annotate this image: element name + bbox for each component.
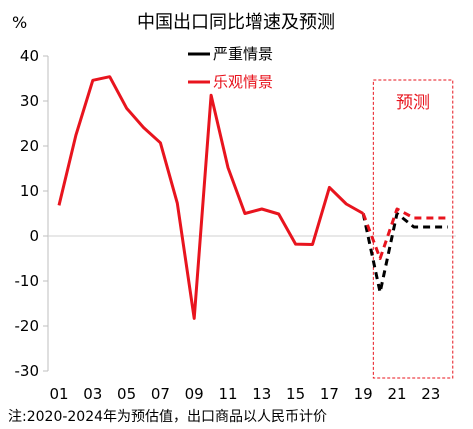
forecast-region: 预测 xyxy=(372,79,454,379)
y-tick-label: -30 xyxy=(15,362,40,380)
forecast-label: 预测 xyxy=(396,93,430,113)
y-tick-label: -10 xyxy=(15,272,40,290)
y-tick-label: 30 xyxy=(20,92,39,110)
legend-label: 严重情景 xyxy=(213,45,273,63)
x-tick-label: 05 xyxy=(117,385,136,403)
x-tick-label: 19 xyxy=(354,385,373,403)
x-tick-label: 01 xyxy=(49,385,68,403)
legend-label: 乐观情景 xyxy=(213,73,273,91)
x-tick-label: 21 xyxy=(387,385,406,403)
x-tick-label: 09 xyxy=(185,385,204,403)
y-axis-unit-label: % xyxy=(12,13,27,32)
x-tick-label: 17 xyxy=(320,385,339,403)
y-tick-label: -20 xyxy=(15,317,40,335)
series-line-1 xyxy=(361,212,448,294)
footnote: 注:2020-2024年为预估值，出口商品以人民币计价 xyxy=(8,409,327,425)
y-tick-label: 0 xyxy=(29,227,39,245)
series-line-3 xyxy=(361,207,448,260)
forecast-box xyxy=(372,79,454,379)
series-lines xyxy=(57,75,448,320)
series-line-2 xyxy=(57,75,364,320)
x-tick-label: 07 xyxy=(151,385,170,403)
x-tick-label: 03 xyxy=(83,385,102,403)
chart-title: 中国出口同比增速及预测 xyxy=(137,12,335,33)
y-tick-label: 10 xyxy=(20,182,39,200)
x-tick-label: 11 xyxy=(218,385,237,403)
x-tick-label: 15 xyxy=(286,385,305,403)
x-tick-label: 23 xyxy=(421,385,440,403)
axes: 40 30 20 10 0 -10 -20 -30 01 03 05 07 09 11 13 15 17 19 21… xyxy=(15,47,456,403)
y-tick-label: 20 xyxy=(20,137,39,155)
y-tick-label: 40 xyxy=(20,47,39,65)
x-tick-label: 13 xyxy=(252,385,271,403)
